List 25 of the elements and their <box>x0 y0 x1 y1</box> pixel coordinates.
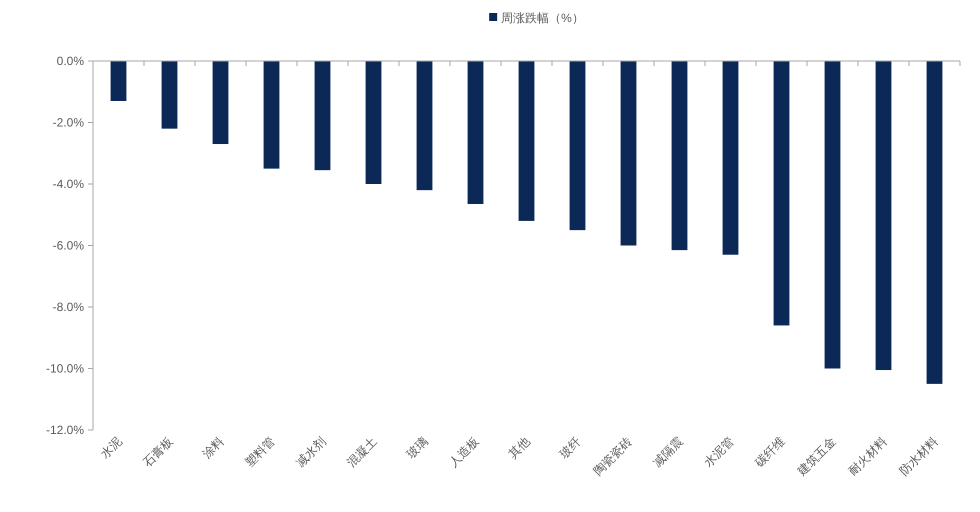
x-tick-label: 防水材料 <box>896 434 941 478</box>
x-tick-label: 减水剂 <box>293 434 329 470</box>
y-tick-label: -12.0% <box>46 423 84 437</box>
x-tick-label: 水泥 <box>98 434 125 462</box>
x-tick-label: 水泥管 <box>701 434 737 470</box>
y-tick-label: -8.0% <box>52 300 84 314</box>
x-tick-label: 减隔震 <box>650 434 686 470</box>
x-tick-label: 涂料 <box>200 434 227 462</box>
x-tick-label: 人造板 <box>446 434 482 470</box>
x-tick-label: 碳纤维 <box>752 434 788 470</box>
x-tick-label: 石膏板 <box>140 434 176 470</box>
x-tick-label: 耐火材料 <box>846 434 890 478</box>
legend-label: 周涨跌幅（%） <box>501 11 584 25</box>
x-tick-label: 其他 <box>506 434 533 462</box>
x-tick-label: 玻纤 <box>556 434 584 462</box>
y-tick-label: -2.0% <box>52 116 84 130</box>
y-tick-label: -6.0% <box>52 238 84 252</box>
y-tick-label: 0.0% <box>56 54 84 68</box>
x-tick-label: 陶瓷瓷砖 <box>590 434 635 478</box>
y-tick-label: -10.0% <box>46 362 84 376</box>
x-tick-label: 塑料管 <box>242 434 278 470</box>
x-tick-label: 建筑五金 <box>794 434 839 479</box>
x-tick-label: 玻璃 <box>404 434 431 462</box>
y-tick-label: -4.0% <box>52 177 84 191</box>
x-tick-label: 混凝土 <box>344 434 380 470</box>
